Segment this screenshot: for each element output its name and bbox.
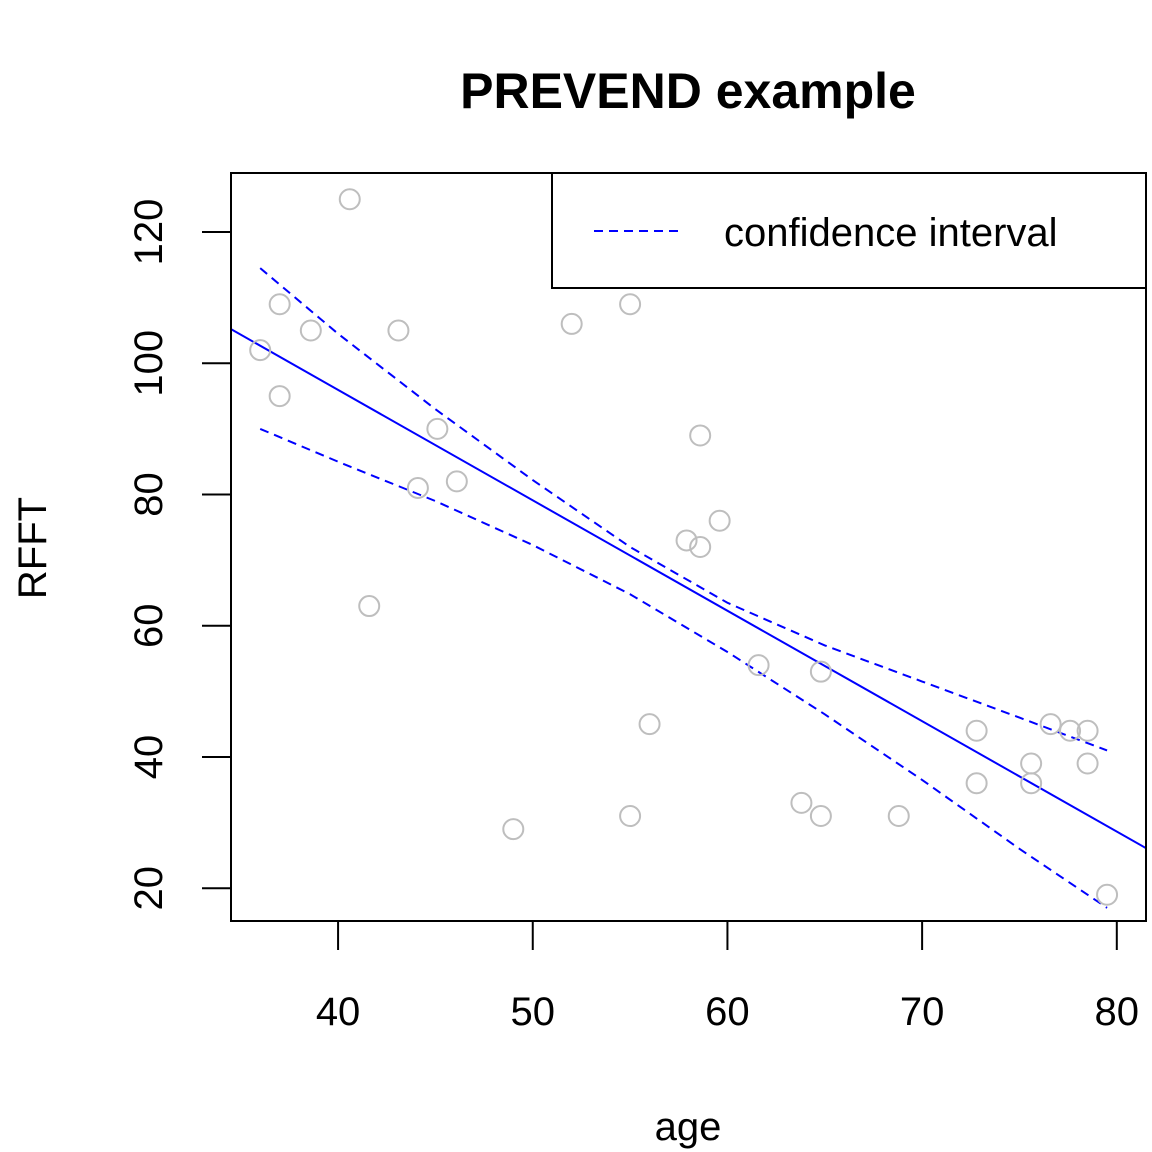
data-point xyxy=(965,719,988,742)
y-tick-label: 120 xyxy=(127,199,171,266)
data-point xyxy=(406,476,429,499)
data-point xyxy=(1076,752,1099,775)
x-axis: 40 50 60 70 80 xyxy=(316,921,1139,1034)
data-point xyxy=(887,805,910,828)
y-tick-label: 80 xyxy=(127,472,171,517)
x-axis-label: age xyxy=(655,1105,722,1149)
data-point xyxy=(1059,719,1082,742)
ci-lower-line xyxy=(259,427,1108,909)
data-point xyxy=(387,319,410,342)
chart-title: PREVEND example xyxy=(460,63,916,119)
data-point xyxy=(790,791,813,814)
data-point xyxy=(708,509,731,532)
data-point xyxy=(689,536,712,558)
x-tick-label: 70 xyxy=(900,990,945,1034)
data-point xyxy=(1020,752,1043,775)
data-point xyxy=(426,417,449,440)
data-point xyxy=(1039,713,1062,736)
data-point xyxy=(1076,719,1099,742)
ci-upper-line xyxy=(259,267,1108,752)
data-point xyxy=(502,818,525,841)
legend: confidence interval xyxy=(551,172,1147,289)
data-point xyxy=(747,654,770,677)
data-point xyxy=(689,424,712,447)
data-point xyxy=(809,660,832,683)
y-tick-label: 20 xyxy=(127,866,171,911)
y-tick-label: 60 xyxy=(127,603,171,648)
data-point xyxy=(675,529,698,552)
data-point xyxy=(268,385,291,408)
data-point xyxy=(445,470,468,493)
regression-line xyxy=(230,328,1147,850)
x-tick-label: 50 xyxy=(511,990,556,1034)
y-tick-label: 40 xyxy=(127,735,171,780)
data-point xyxy=(249,339,272,362)
x-tick-label: 80 xyxy=(1095,990,1140,1034)
data-point xyxy=(299,319,322,342)
y-axis-label: RFFT xyxy=(11,497,55,599)
data-point xyxy=(965,772,988,795)
data-point xyxy=(338,188,361,211)
data-point xyxy=(1096,883,1119,906)
data-point xyxy=(1020,772,1043,795)
data-point xyxy=(560,312,583,335)
fit-lines xyxy=(230,267,1147,909)
data-point xyxy=(358,595,381,618)
x-tick-label: 40 xyxy=(316,990,361,1034)
legend-box xyxy=(551,172,1147,289)
y-tick-label: 100 xyxy=(127,330,171,397)
data-point xyxy=(268,293,291,316)
data-point xyxy=(638,713,661,736)
data-point xyxy=(619,805,642,828)
data-point xyxy=(809,805,832,828)
x-tick-label: 60 xyxy=(705,990,750,1034)
y-axis: 20 40 60 80 100 120 xyxy=(127,199,231,911)
legend-label: confidence interval xyxy=(724,211,1058,255)
data-points xyxy=(249,188,1119,906)
data-point xyxy=(619,293,642,316)
